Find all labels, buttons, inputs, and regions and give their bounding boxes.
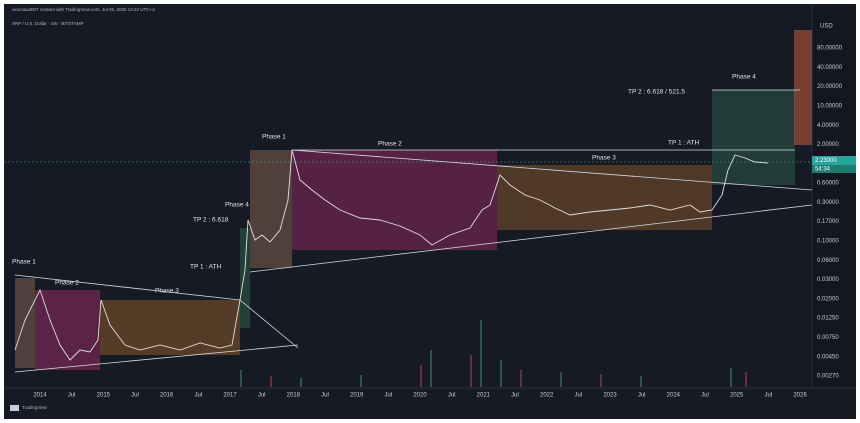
annotation: Phase 2 [55, 280, 79, 287]
phase-box [497, 165, 712, 230]
time-label: 2018 [287, 393, 301, 399]
price-label: 20.00000 [817, 84, 843, 90]
phase-box [100, 300, 240, 355]
price-label: 0.30000 [817, 200, 839, 206]
time-label: 2014 [33, 393, 47, 399]
price-label: 80.00000 [817, 46, 843, 52]
symbol-title: XRP / U.S. Dollar · 1W · BITSTAMP [12, 21, 84, 26]
price-label: 10.00000 [817, 103, 843, 109]
time-label: Jul [384, 393, 392, 399]
time-label: Jul [701, 393, 709, 399]
volume-bars [240, 320, 732, 387]
annotation: TP 2 : 6.618 [193, 217, 229, 224]
time-label: 2024 [667, 393, 681, 399]
author-line: niceclaud007 created with TradingView.co… [12, 7, 155, 12]
phase-box [794, 30, 812, 145]
time-label: 2022 [540, 393, 554, 399]
time-label: Jul [574, 393, 582, 399]
time-label: 2016 [160, 393, 174, 399]
price-label: 0.06000 [817, 258, 839, 264]
annotation: Phase 2 [378, 141, 402, 148]
price-axis: 80.00000 40.00000 20.00000 10.00000 4.00000 2… [817, 46, 843, 380]
price-path [14, 149, 769, 361]
volume-bars [270, 355, 747, 387]
time-label: 2015 [97, 393, 111, 399]
price-label: 0.17000 [817, 219, 839, 225]
price-label: 40.00000 [817, 65, 843, 71]
time-label: 2021 [477, 393, 491, 399]
time-label: 2026 [793, 393, 807, 399]
time-label: Jul [258, 393, 266, 399]
footer-logo: TradingView [22, 405, 48, 410]
price-label: 0.10000 [817, 239, 839, 245]
time-label: 2020 [413, 393, 427, 399]
price-label: 0.01250 [817, 316, 839, 322]
phase-box [15, 278, 35, 368]
countdown-tag [812, 165, 856, 173]
time-label: Jul [131, 393, 139, 399]
currency-label: USD [820, 24, 833, 30]
time-label: Jul [194, 393, 202, 399]
annotation: Phase 1 [262, 134, 286, 141]
time-label: 2017 [223, 393, 237, 399]
price-label: 0.00270 [817, 374, 839, 380]
price-label: 0.02000 [817, 296, 839, 302]
phase-box [292, 150, 497, 250]
trend-lines [14, 89, 813, 373]
time-label: 2023 [603, 393, 617, 399]
time-label: Jul [764, 393, 772, 399]
time-label: 2025 [730, 393, 744, 399]
logo-icon [10, 405, 19, 411]
current-price-tag [812, 156, 856, 165]
phase-box [250, 150, 292, 268]
time-label: Jul [321, 393, 329, 399]
countdown: 54:34 [815, 167, 831, 173]
time-label: Jul [638, 393, 646, 399]
phase-box [240, 228, 250, 328]
annotation: Phase 4 [225, 202, 249, 209]
price-label: 2.00000 [817, 142, 839, 148]
price-axis-panel [812, 4, 856, 387]
annotation: Phase 4 [732, 74, 756, 81]
phase-box [712, 90, 795, 185]
price-label: 0.00450 [817, 354, 839, 360]
annotation: Phase 3 [155, 288, 179, 295]
annotation: TP 1 : ATH [668, 140, 699, 147]
time-axis: 2014 Jul 2015 Jul 2016 Jul 2017 Jul 2018 Jul 2019 J… [33, 393, 807, 399]
phase-box [35, 290, 100, 370]
annotation: Phase 1 [12, 259, 36, 266]
time-label: 2019 [350, 393, 364, 399]
annotation: TP 2 : 6.618 / 521.5 [628, 89, 685, 96]
price-label: 0.00750 [817, 335, 839, 341]
annotation: Phase 3 [592, 155, 616, 162]
time-label: Jul [511, 393, 519, 399]
annotation: TP 1 : ATH [190, 264, 221, 271]
current-price: 2.23000 [815, 158, 837, 164]
time-label: Jul [68, 393, 76, 399]
time-label: Jul [448, 393, 456, 399]
price-label: 4.00000 [817, 123, 839, 129]
price-label: 0.60000 [817, 181, 839, 187]
price-label: 0.03000 [817, 277, 839, 283]
